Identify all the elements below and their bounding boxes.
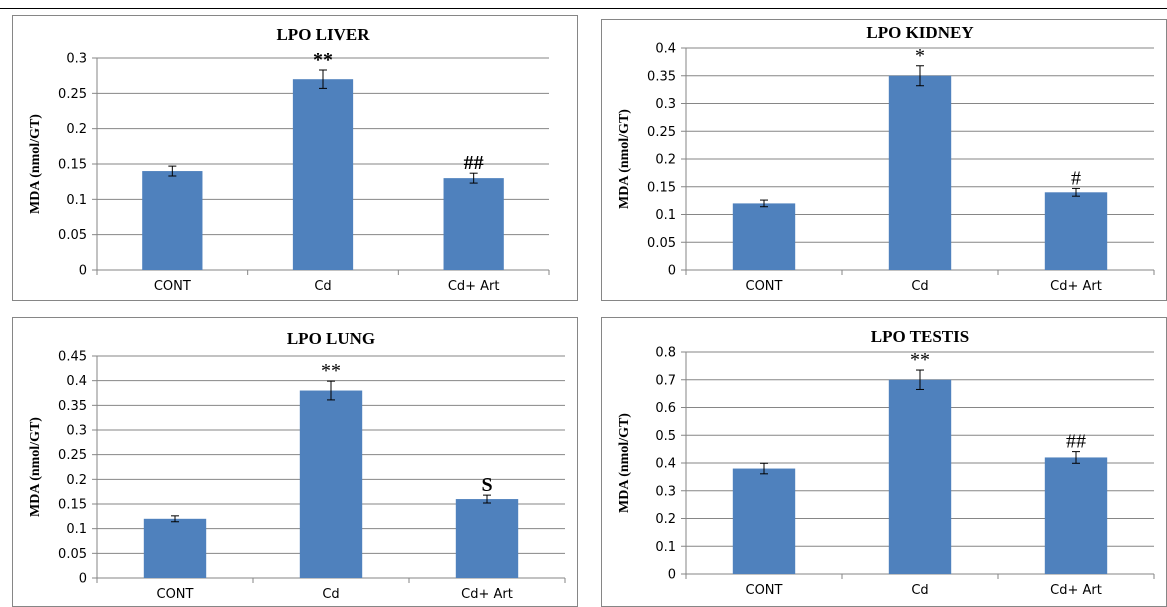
y-tick-label: 0.2	[655, 512, 676, 527]
y-tick-label: 0.35	[58, 399, 87, 414]
annotation-testis-2: ##	[1066, 431, 1086, 453]
x-tick-label: Cd+ Art	[1050, 279, 1102, 294]
y-tick-label: 0.5	[655, 429, 676, 444]
y-tick-label: 0.6	[655, 401, 676, 416]
x-tick-label: Cd+ Art	[448, 279, 500, 294]
y-tick-label: 0.05	[58, 228, 87, 243]
bar-liver-1	[292, 79, 354, 270]
x-tick-label: Cd+ Art	[461, 587, 513, 602]
y-tick-label: 0.45	[58, 350, 87, 365]
y-tick-label: 0.1	[66, 522, 87, 537]
chart-kidney-svg: LPO KIDNEY MDA (nmol/GT) 0 0.05 0.1 0.15 0.2 0.…	[617, 23, 1155, 294]
y-tick-label: 0.35	[647, 69, 676, 84]
chart-lung-svg: LPO LUNG MDA (nmol/GT) 0 0.05 0.1 0.15 0.2 0.25…	[28, 329, 566, 602]
y-tick-label: 0.1	[66, 193, 87, 208]
bar-liver-2	[443, 178, 504, 270]
y-tick-label: 0.25	[647, 125, 676, 140]
annotation-liver-1: **	[313, 49, 333, 71]
y-tick-label: 0.2	[655, 153, 676, 168]
y-tick-label: 0.15	[58, 158, 87, 173]
top-rule	[0, 8, 1167, 9]
y-tick-label: 0.15	[647, 180, 676, 195]
x-tick-label: CONT	[746, 279, 783, 294]
chart-testis-panel: LPO TESTIS MDA (nmol/GT) 0 0.1 0.2 0.3 0.4 0.5 0…	[601, 317, 1167, 607]
chart-testis-ylabel: MDA (nmol/GT)	[617, 413, 632, 513]
y-tick-label: 0.4	[655, 42, 676, 57]
y-tick-label: 0.15	[58, 498, 87, 513]
y-tick-label: 0.7	[655, 373, 676, 388]
y-tick-label: 0.3	[655, 484, 676, 499]
y-tick-label: 0.2	[66, 473, 87, 488]
bar-testis-2	[1044, 457, 1108, 574]
y-tick-label: 0.8	[655, 346, 676, 361]
y-tick-label: 0	[668, 264, 676, 279]
x-tick-label: Cd+ Art	[1050, 583, 1102, 598]
y-tick-label: 0	[668, 568, 676, 583]
chart-kidney-panel: LPO KIDNEY MDA (nmol/GT) 0 0.05 0.1 0.15 0.2 0.…	[601, 19, 1167, 301]
chart-testis-svg: LPO TESTIS MDA (nmol/GT) 0 0.1 0.2 0.3 0.4 0.5 0…	[617, 327, 1155, 598]
x-tick-label: CONT	[746, 583, 783, 598]
bar-kidney-1	[888, 75, 952, 270]
bar-lung-1	[299, 390, 363, 578]
y-tick-label: 0.3	[66, 424, 87, 439]
chart-lung-title: LPO LUNG	[287, 329, 375, 348]
chart-testis-title: LPO TESTIS	[871, 327, 969, 346]
y-tick-label: 0	[79, 572, 87, 587]
chart-liver-title: LPO LIVER	[276, 25, 370, 44]
x-tick-label: Cd	[911, 583, 928, 598]
chart-kidney-ylabel: MDA (nmol/GT)	[617, 109, 632, 209]
x-tick-label: Cd	[322, 587, 339, 602]
y-tick-label: 0.4	[655, 457, 676, 472]
bar-liver-0	[142, 171, 203, 270]
y-tick-label: 0.25	[58, 87, 87, 102]
chart-kidney-title: LPO KIDNEY	[866, 23, 973, 42]
y-tick-label: 0.05	[58, 547, 87, 562]
chart-lung-ylabel: MDA (nmol/GT)	[28, 417, 43, 517]
annotation-lung-2: S	[481, 474, 492, 496]
annotation-testis-1: **	[910, 349, 930, 371]
y-tick-label: 0.05	[647, 236, 676, 251]
x-tick-label: Cd	[911, 279, 928, 294]
y-tick-label: 0.1	[655, 540, 676, 555]
annotation-lung-1: **	[321, 360, 341, 382]
bar-testis-1	[888, 379, 952, 574]
x-tick-label: CONT	[157, 587, 194, 602]
bar-kidney-2	[1044, 192, 1108, 270]
annotation-kidney-1: *	[915, 45, 925, 67]
chart-liver-svg: LPO LIVER MDA (nmol/GT) 0 0.05 0.1 0.15 0.2 0.2…	[28, 25, 550, 294]
bar-testis-0	[732, 468, 796, 574]
annotation-kidney-2: #	[1071, 167, 1081, 189]
bar-lung-0	[143, 518, 207, 578]
y-tick-label: 0	[79, 264, 87, 279]
y-tick-label: 0.25	[58, 448, 87, 463]
y-tick-label: 0.4	[66, 374, 87, 389]
x-tick-label: CONT	[154, 279, 191, 294]
y-tick-label: 0.2	[66, 122, 87, 137]
chart-liver-panel: LPO LIVER MDA (nmol/GT) 0 0.05 0.1 0.15 0.2 0.2…	[12, 15, 578, 301]
bar-lung-2	[455, 499, 519, 578]
chart-lung-panel: LPO LUNG MDA (nmol/GT) 0 0.05 0.1 0.15 0.2 0.25…	[12, 317, 578, 607]
y-tick-label: 0.3	[66, 52, 87, 67]
y-tick-label: 0.1	[655, 208, 676, 223]
bar-kidney-0	[732, 203, 796, 270]
y-tick-label: 0.3	[655, 97, 676, 112]
annotation-liver-2: ##	[464, 152, 484, 174]
x-tick-label: Cd	[314, 279, 331, 294]
chart-liver-ylabel: MDA (nmol/GT)	[28, 114, 43, 214]
